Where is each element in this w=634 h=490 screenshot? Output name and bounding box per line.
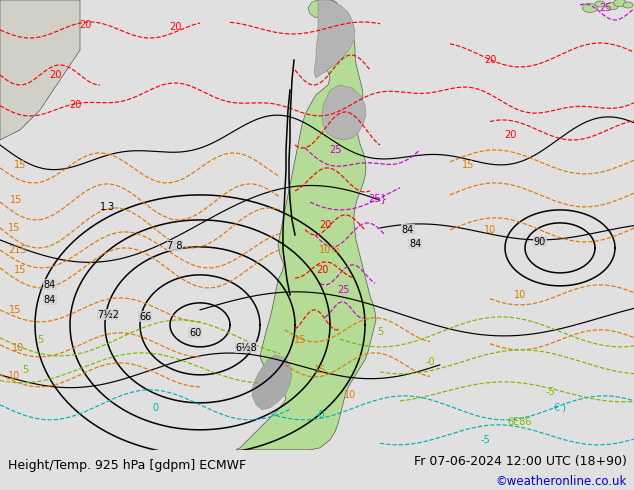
Ellipse shape [623,2,633,8]
Text: 15: 15 [14,160,26,170]
Text: 20: 20 [484,55,496,65]
Text: 66: 66 [139,312,151,322]
Text: 10: 10 [344,390,356,400]
Text: 10: 10 [8,371,20,381]
Text: 5: 5 [377,327,383,337]
Text: 25: 25 [338,285,350,295]
Text: 7 8: 7 8 [167,241,183,251]
Text: 10: 10 [12,343,24,353]
Text: 0: 0 [152,403,158,413]
Text: 215: 215 [9,245,27,255]
Text: -5: -5 [545,387,555,397]
Text: 84: 84 [44,295,56,305]
Text: 25: 25 [329,145,341,155]
Polygon shape [236,0,376,450]
Text: 6½8: 6½8 [235,343,257,353]
Text: 20: 20 [504,130,516,140]
Text: 15: 15 [314,365,326,375]
Ellipse shape [583,3,597,12]
Polygon shape [308,0,326,18]
Text: 15: 15 [294,335,306,345]
Polygon shape [322,85,366,140]
Text: 90: 90 [534,237,546,247]
Text: 15: 15 [462,160,474,170]
Text: 15: 15 [9,305,21,315]
Text: 20: 20 [169,22,181,32]
Text: 60: 60 [189,328,201,338]
Text: 10: 10 [514,290,526,300]
Text: 20: 20 [319,220,331,230]
Text: 25: 25 [598,3,611,13]
Text: ©weatheronline.co.uk: ©weatheronline.co.uk [495,475,626,488]
Text: 25}: 25} [368,193,387,203]
Ellipse shape [605,2,618,10]
Text: 10: 10 [484,225,496,235]
Text: 15: 15 [8,223,20,233]
Text: -0: -0 [425,357,435,367]
Text: Fr 07-06-2024 12:00 UTC (18+90): Fr 07-06-2024 12:00 UTC (18+90) [413,455,626,467]
Text: 10½: 10½ [319,245,341,255]
Ellipse shape [595,1,605,7]
Polygon shape [0,0,80,140]
Text: 20: 20 [49,70,61,80]
Text: 5: 5 [37,335,43,345]
Text: 7½2: 7½2 [97,310,119,320]
Polygon shape [314,0,355,78]
Text: 15: 15 [10,195,22,205]
Text: -0: -0 [315,410,325,420]
Polygon shape [252,355,292,410]
Text: 84: 84 [409,239,421,249]
Text: 15: 15 [14,265,26,275]
Text: 20: 20 [79,20,91,30]
Text: Height/Temp. 925 hPa [gdpm] ECMWF: Height/Temp. 925 hPa [gdpm] ECMWF [8,460,246,472]
Text: € ): € ) [553,403,567,413]
Text: 20: 20 [316,265,328,275]
Text: 84: 84 [402,225,414,235]
Text: 6E86: 6E86 [508,417,533,427]
Text: -5: -5 [480,435,490,445]
Text: 1.3: 1.3 [100,202,115,212]
Text: 20: 20 [69,100,81,110]
Text: 5: 5 [22,365,28,375]
Text: 84: 84 [44,280,56,290]
Ellipse shape [614,0,626,7]
